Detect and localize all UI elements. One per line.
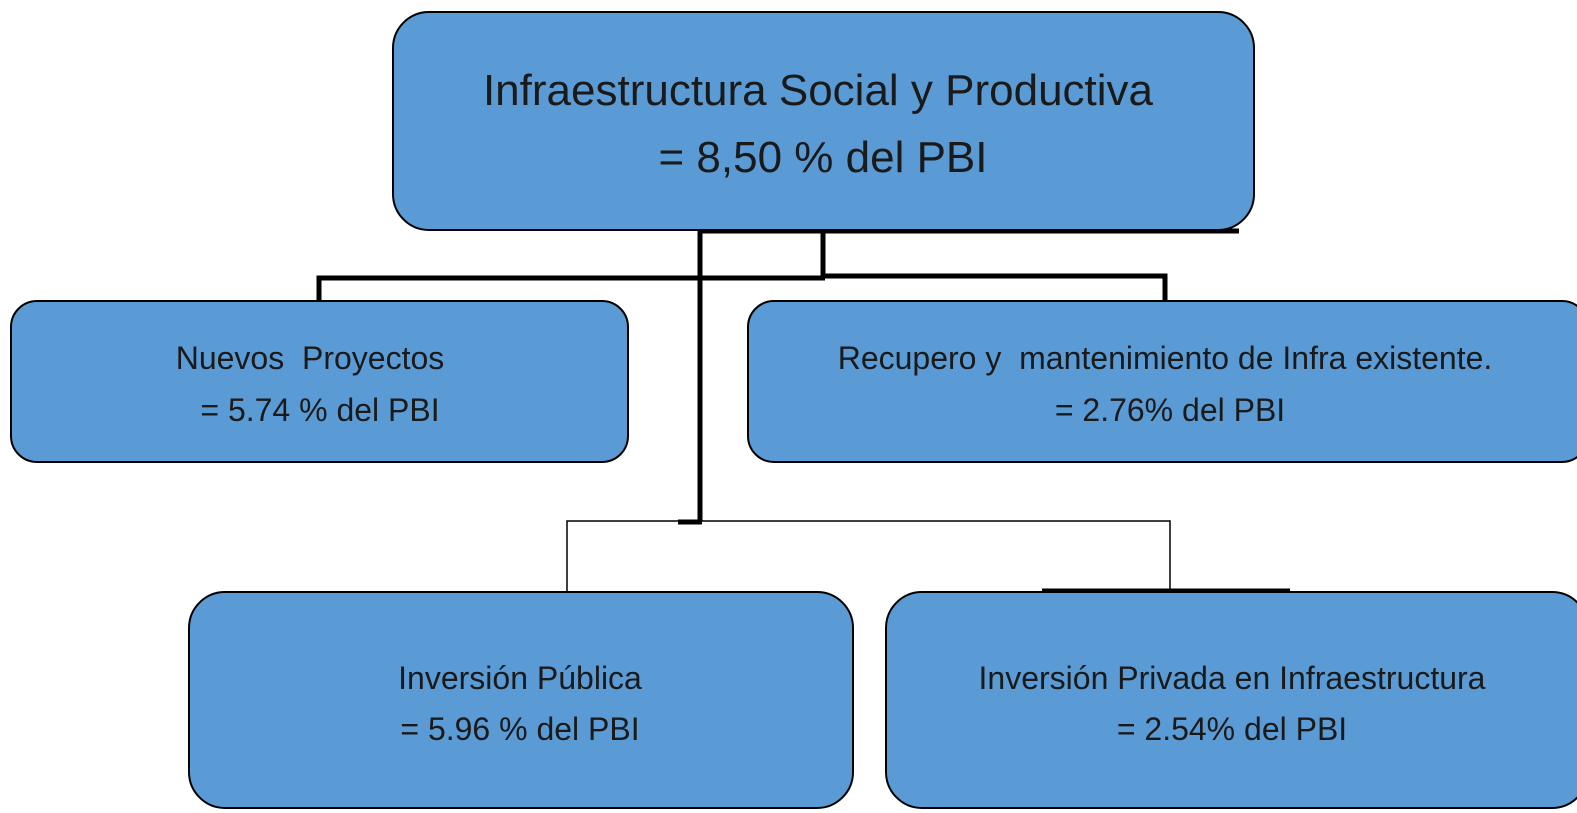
node-label: Inversión Privada en Infraestructura	[979, 660, 1486, 696]
node-label: = 5.96 % del PBI	[400, 711, 639, 747]
node-box	[885, 591, 1577, 809]
node-root: Infraestructura Social y Productiva = 8,…	[392, 11, 1255, 231]
node-label: = 2.76% del PBI	[1055, 392, 1285, 428]
node-box	[392, 11, 1255, 231]
node-label: = 8,50 % del PBI	[659, 133, 988, 182]
node-label: Inversión Pública	[398, 660, 642, 696]
node-label: Recupero y mantenimiento de Infra existe…	[838, 340, 1493, 376]
node-label: = 2.54% del PBI	[1117, 711, 1347, 747]
node-recupero: Recupero y mantenimiento de Infra existe…	[747, 300, 1577, 463]
node-box	[747, 300, 1577, 463]
connector	[566, 520, 1171, 592]
node-privada: Inversión Privada en Infraestructura = 2…	[885, 591, 1577, 809]
node-label: = 5.74 % del PBI	[200, 392, 439, 428]
connector	[316, 275, 825, 301]
node-nuevos: Nuevos Proyectos = 5.74 % del PBI	[10, 300, 629, 463]
connector	[823, 273, 1168, 301]
node-box	[10, 300, 629, 463]
node-label: Infraestructura Social y Productiva	[483, 66, 1154, 115]
node-label: Nuevos Proyectos	[176, 340, 445, 376]
node-box	[188, 591, 854, 809]
node-publica: Inversión Pública = 5.96 % del PBI	[188, 591, 854, 809]
